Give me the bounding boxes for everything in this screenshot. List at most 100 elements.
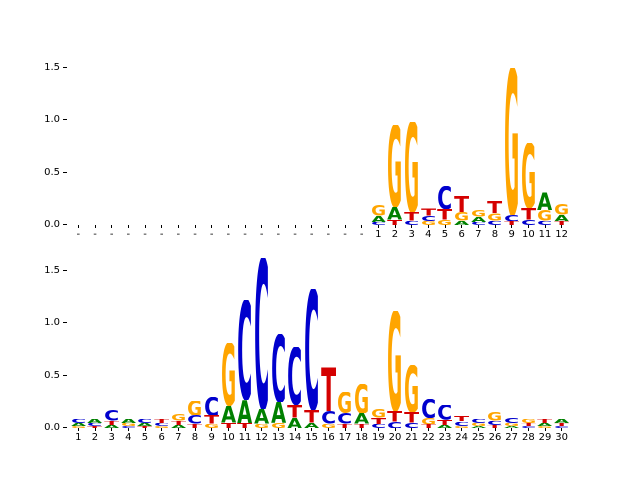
x-tick-mark [411, 225, 413, 228]
svg-text:T: T [387, 411, 402, 422]
logo-letter-A: A [371, 216, 386, 222]
logo-letter-T: T [104, 421, 119, 425]
logo-letter-G: G [71, 426, 86, 428]
x-tick-mark [244, 225, 246, 228]
x-tick-mark [377, 428, 379, 431]
x-tick-mark [144, 428, 146, 431]
x-tick-mark [444, 428, 446, 431]
logo-letter-G: G [487, 213, 502, 220]
logo-letter-C: C [504, 418, 519, 423]
x-tick-label: 5 [141, 432, 149, 443]
logo-letter-G: G [271, 423, 286, 428]
x-tick-label: 23 [438, 432, 452, 443]
x-tick-label: - [326, 229, 331, 240]
x-tick-label: 29 [538, 432, 552, 443]
svg-text:A: A [371, 216, 386, 222]
svg-text:G: G [504, 68, 519, 215]
svg-text:G: G [121, 423, 136, 426]
x-tick-mark [344, 428, 346, 431]
logo-letter-T: T [371, 418, 386, 424]
svg-text:C: C [321, 411, 336, 424]
logo-letter-A: A [254, 409, 269, 424]
x-tick-label: 4 [125, 432, 132, 443]
logo-letter-T: T [554, 221, 569, 225]
logo-letter-G: G [487, 412, 502, 420]
logo-letter-T: T [321, 367, 336, 411]
x-tick-label: 19 [371, 432, 385, 443]
logo-letter-C: C [87, 423, 102, 426]
svg-text:C: C [104, 410, 119, 421]
svg-text:T: T [187, 424, 202, 428]
svg-text:T: T [304, 410, 319, 423]
logo-letter-C: C [204, 397, 219, 416]
logo-letter-G: G [387, 311, 402, 411]
logo-letter-C: C [387, 422, 402, 428]
svg-text:G: G [521, 143, 536, 208]
logo-letter-C: C [371, 424, 386, 428]
logo-letter-G: G [504, 423, 519, 426]
logo-letter-A: A [87, 419, 102, 423]
svg-text:G: G [271, 423, 286, 428]
logo-letter-G: G [121, 423, 136, 426]
svg-text:C: C [254, 258, 269, 409]
logo-letter-A: A [454, 221, 469, 225]
x-tick-label: 3 [408, 229, 415, 240]
x-tick-label: 5 [441, 229, 449, 240]
logo-letter-G: G [254, 424, 269, 428]
logo-letter-G: G [371, 409, 386, 417]
svg-text:C: C [304, 289, 319, 410]
svg-text:G: G [504, 423, 519, 426]
logo-letter-T: T [454, 416, 469, 421]
x-tick-mark [177, 225, 179, 228]
x-tick-mark [361, 428, 363, 431]
logo-letter-G: G [171, 414, 186, 420]
x-tick-mark [227, 428, 229, 431]
logo-letter-T: T [454, 196, 469, 213]
logo-letter-C: C [437, 186, 452, 209]
logo-letter-T: T [521, 208, 536, 220]
x-tick-mark [111, 428, 113, 431]
logo-letter-A: A [171, 425, 186, 428]
x-tick-label: 1 [375, 229, 382, 240]
logo-letter-G: G [187, 401, 202, 416]
logo-letter-T: T [404, 212, 419, 220]
svg-text:C: C [504, 418, 519, 423]
x-tick-mark [211, 225, 213, 228]
svg-text:T: T [537, 419, 552, 423]
logo-letter-A: A [471, 426, 486, 428]
x-tick-label: 4 [425, 229, 432, 240]
x-tick-label: 24 [455, 432, 469, 443]
y-tick-mark [63, 322, 67, 323]
x-tick-mark [177, 428, 179, 431]
x-tick-mark [111, 225, 113, 228]
svg-text:A: A [537, 192, 552, 210]
svg-text:A: A [554, 419, 569, 423]
x-tick-label: 6 [458, 229, 465, 240]
logo-letter-C: C [437, 405, 452, 420]
logo-panel-top: 0.0 0.5 1.0 1.5- - - - - - - - - - - - - - - - - -1 2 3 4 5 6 7 8 9 1… [44, 50, 570, 241]
svg-text:C: C [371, 222, 386, 225]
x-tick-label: 6 [158, 432, 165, 443]
logo-letter-C: C [454, 422, 469, 426]
svg-text:T: T [87, 426, 102, 428]
svg-text:G: G [254, 424, 269, 428]
svg-text:G: G [371, 409, 386, 417]
logo-letter-C: C [487, 421, 502, 425]
svg-text:G: G [371, 205, 386, 216]
x-tick-mark [477, 225, 479, 228]
logo-letter-A: A [387, 207, 402, 220]
x-tick-label: - [226, 229, 231, 240]
x-tick-label: 30 [555, 432, 569, 443]
x-tick-label: 22 [421, 432, 435, 443]
svg-text:C: C [521, 220, 536, 225]
x-tick-mark [561, 225, 563, 228]
svg-text:G: G [404, 365, 419, 412]
svg-text:G: G [554, 204, 569, 215]
svg-text:A: A [354, 413, 369, 424]
svg-text:C: C [504, 215, 519, 221]
y-tick-label: 1.0 [44, 114, 60, 125]
x-tick-mark [461, 428, 463, 431]
x-tick-mark [327, 225, 329, 228]
logo-letter-T: T [437, 209, 452, 220]
